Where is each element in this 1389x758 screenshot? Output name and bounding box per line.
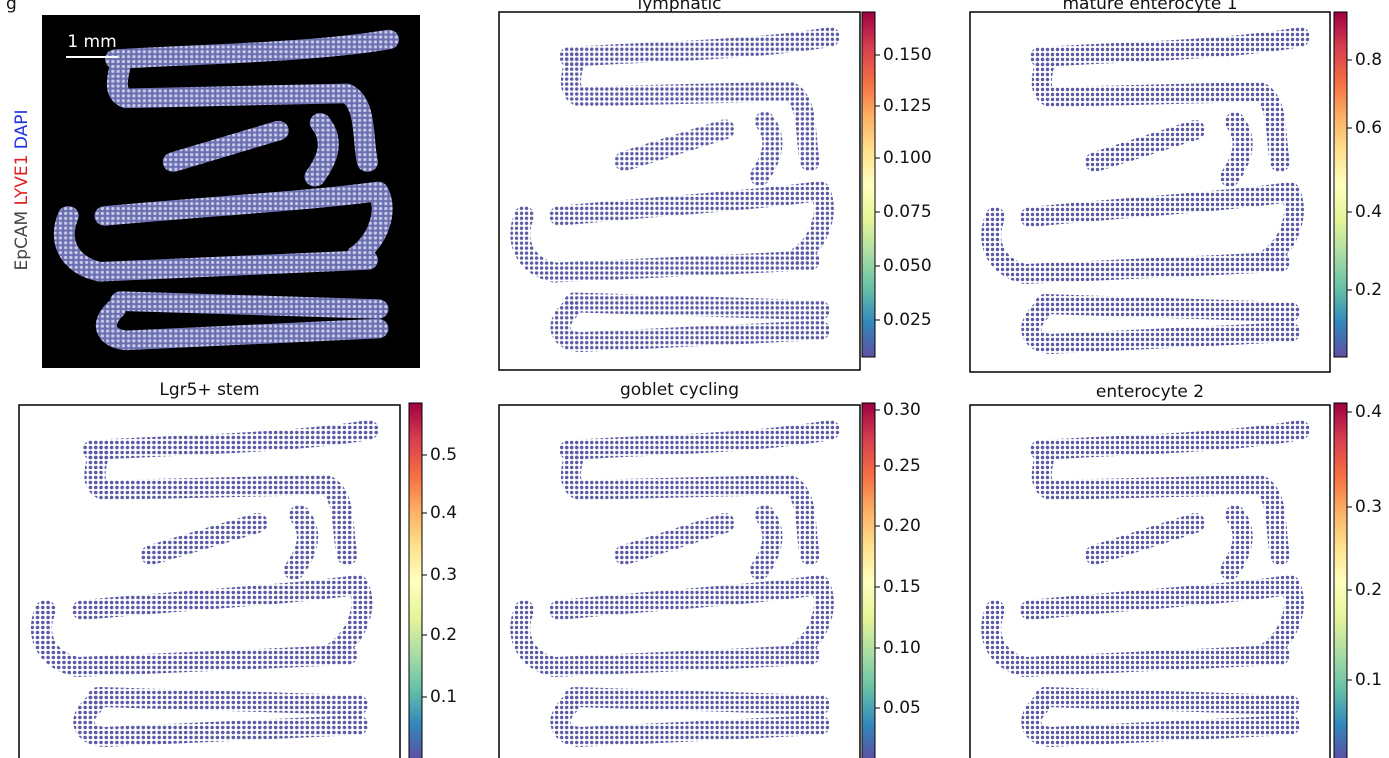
- panel-title: mature enterocyte 1: [1062, 0, 1237, 14]
- colorbar-tick-label: 0.10: [883, 638, 921, 658]
- colorbar-tick-label: 0.1: [430, 687, 457, 707]
- colorbar-tick-label: 0.100: [883, 148, 932, 168]
- colorbar-tick-label: 0.05: [883, 698, 921, 718]
- colorbar-tick-label: 0.150: [883, 45, 932, 65]
- colorbar-tick-label: 0.2: [430, 625, 457, 645]
- colorbar-tick-label: 0.125: [883, 96, 932, 116]
- scale-bar-label: 1 mm: [67, 32, 116, 52]
- colorbar-tick-label: 0.30: [883, 400, 921, 420]
- panel-title: enterocyte 2: [1096, 382, 1204, 402]
- colorbar-tick-label: 0.4: [1355, 402, 1382, 422]
- colorbar-tick-label: 0.25: [883, 456, 921, 476]
- stain: EpCAM: [12, 211, 32, 271]
- colorbar-tick-label: 0.2: [1355, 580, 1382, 600]
- stain: DAPI: [12, 110, 32, 150]
- colorbar-tick-label: 0.20: [883, 516, 921, 536]
- stain-label: EpCAM LYVE1 DAPI: [12, 110, 32, 271]
- colorbar: [408, 402, 423, 758]
- colorbar: [861, 11, 876, 358]
- colorbar-tick-label: 0.4: [430, 503, 457, 523]
- colorbar-tick-label: 0.3: [430, 565, 457, 585]
- colorbar-tick-label: 0.4: [1355, 202, 1382, 222]
- panel-title: goblet cycling: [620, 380, 739, 400]
- colorbar-tick-label: 0.8: [1355, 50, 1382, 70]
- stain: LYVE1: [12, 155, 32, 206]
- colorbar-tick-label: 0.15: [883, 577, 921, 597]
- colorbar-tick-label: 0.2: [1355, 280, 1382, 300]
- colorbar-tick-label: 0.5: [430, 445, 457, 465]
- colorbar: [1333, 11, 1348, 358]
- figure-label: g: [6, 0, 17, 14]
- colorbar-tick-label: 0.3: [1355, 497, 1382, 517]
- colorbar-tick-label: 0.025: [883, 310, 932, 330]
- panel-title: lymphatic: [637, 0, 721, 14]
- colorbar: [1333, 402, 1348, 758]
- colorbar-tick-label: 0.075: [883, 202, 932, 222]
- colorbar: [861, 402, 876, 758]
- colorbar-tick-label: 0.6: [1355, 118, 1382, 138]
- colorbar-tick-label: 0.1: [1355, 670, 1382, 690]
- panel-title: Lgr5+ stem: [159, 380, 259, 400]
- colorbar-tick-label: 0.050: [883, 256, 932, 276]
